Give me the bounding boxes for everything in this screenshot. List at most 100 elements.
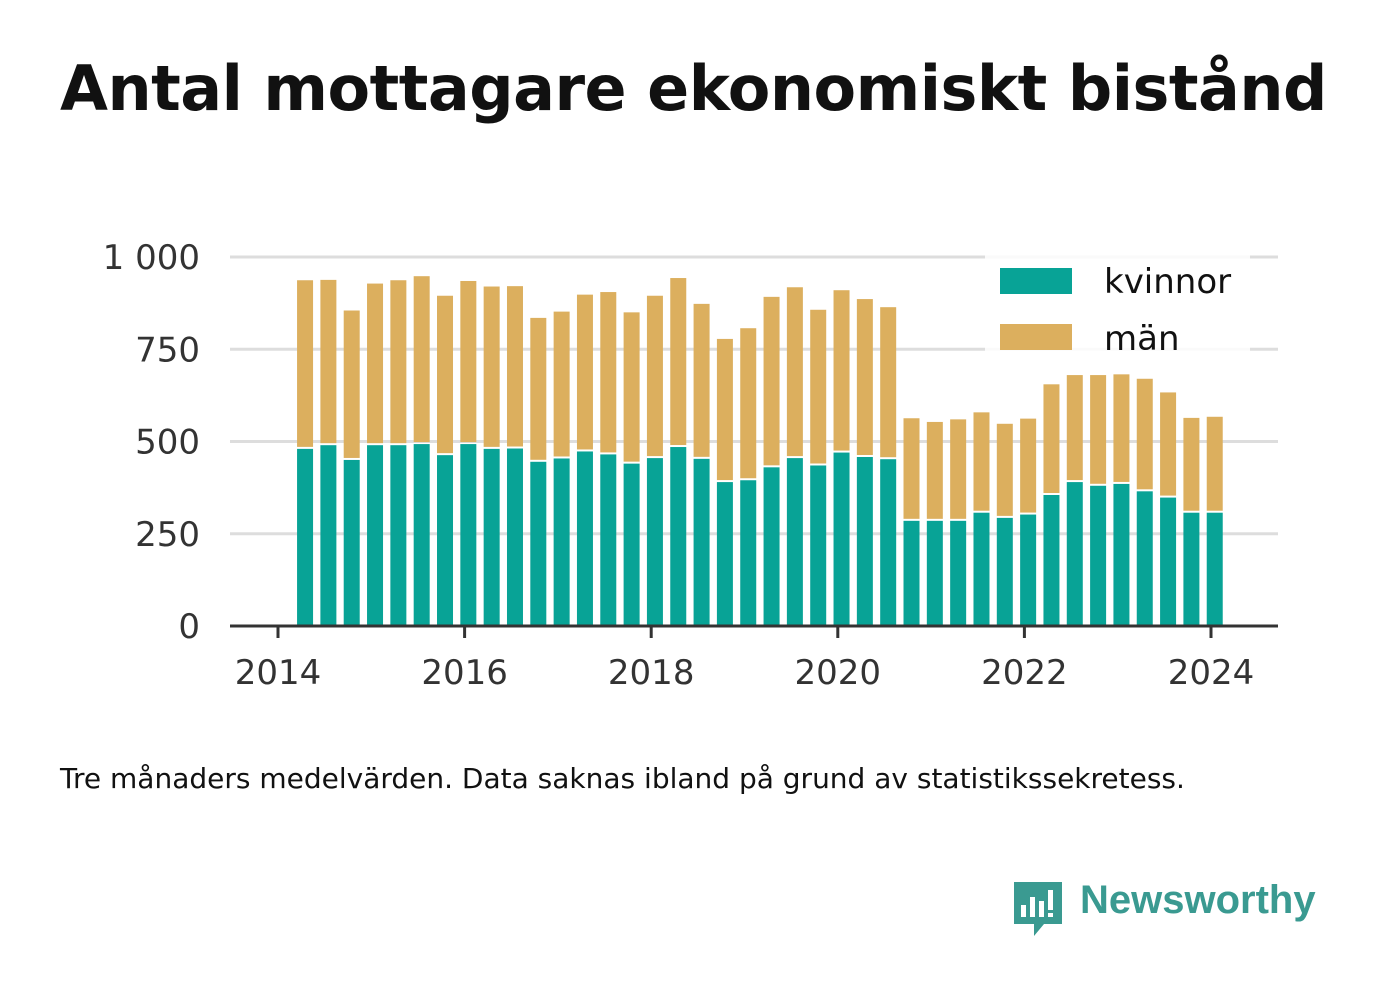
bar-kvinnor [623,463,640,626]
y-tick-label: 1 000 [103,238,200,278]
bar-kvinnor [320,445,337,626]
bar-man [483,286,500,447]
bar-man [1206,416,1223,511]
bar-man [576,294,593,450]
bar-kvinnor [1183,512,1200,626]
bar-man [1136,378,1153,490]
bar-man [437,295,454,454]
x-tick-label: 2016 [421,653,508,693]
bar-man [903,418,920,519]
x-tick-label: 2014 [235,653,322,693]
bar-man [996,423,1013,516]
bar-kvinnor [716,482,733,626]
bars [297,276,1223,626]
bar-kvinnor [996,517,1013,626]
y-tick-label: 500 [135,423,200,463]
bar-man [693,303,710,457]
bar-kvinnor [297,448,314,626]
bar-man [530,317,547,460]
bar-man [413,276,430,443]
footnote: Tre månaders medelvärden. Data saknas ib… [60,762,1185,795]
bar-man [553,311,570,457]
bar-kvinnor [1136,491,1153,626]
brand-name: Newsworthy [1080,878,1316,922]
bar-kvinnor [576,451,593,626]
y-tick-label: 0 [178,607,200,647]
bar-kvinnor [553,458,570,626]
bar-kvinnor [600,454,617,626]
bar-kvinnor [483,448,500,626]
x-tick-label: 2022 [981,653,1068,693]
bar-man [1183,417,1200,511]
newsworthy-bar-chart-icon [1014,882,1062,936]
legend-label-kvinnor: kvinnor [1104,262,1231,302]
bar-man [623,312,640,462]
newsworthy-logo: Newsworthy [1010,878,1330,942]
bar-man [506,286,523,447]
bar-kvinnor [390,445,407,626]
axes: 0 250 500 750 1 000 2014 2016 2018 2020 2022 2024 [103,238,1278,693]
bar-kvinnor [646,458,663,626]
bar-man [320,279,337,444]
bar-kvinnor [1090,485,1107,626]
bar-kvinnor [437,455,454,626]
bar-kvinnor [856,456,873,626]
bar-man [926,421,943,519]
bar-man [670,278,687,446]
bar-kvinnor [670,447,687,626]
bar-kvinnor [810,465,827,626]
y-tick-label: 750 [135,330,200,370]
bar-man [460,280,477,443]
bar-man [343,310,360,458]
bar-kvinnor [367,445,384,626]
bar-man [1066,375,1083,481]
legend: kvinnor män [985,252,1250,359]
bar-man [810,309,827,464]
page-title: Antal mottagare ekonomiskt bistånd [60,52,1327,125]
bar-kvinnor [786,458,803,626]
bar-kvinnor [833,452,850,626]
bar-man [740,328,757,479]
bar-man [856,299,873,455]
legend-swatch-man [1000,324,1072,350]
bar-man [1160,392,1177,496]
bar-man [297,280,314,447]
bar-kvinnor [740,480,757,626]
x-tick-label: 2024 [1168,653,1255,693]
bar-man [716,338,733,481]
bar-man [600,292,617,453]
x-tick-label: 2018 [608,653,695,693]
y-tick-label: 250 [135,515,200,555]
bar-kvinnor [880,459,897,626]
bar-kvinnor [973,512,990,626]
bar-kvinnor [413,444,430,626]
bar-kvinnor [1043,495,1060,626]
bar-man [1020,418,1037,513]
bar-kvinnor [530,461,547,626]
bar-kvinnor [1160,497,1177,626]
bar-kvinnor [1020,514,1037,626]
bar-man [950,419,967,519]
bar-man [833,290,850,451]
bar-kvinnor [343,459,360,626]
x-tick-label: 2020 [795,653,882,693]
bar-man [1043,384,1060,494]
bar-man [880,307,897,458]
bar-man [973,412,990,511]
bar-man [786,287,803,457]
bar-kvinnor [460,444,477,626]
bar-kvinnor [1066,482,1083,626]
bar-man [367,283,384,444]
bar-man [1113,374,1130,482]
bar-kvinnor [926,520,943,626]
bar-man [390,280,407,444]
legend-label-man: män [1104,319,1180,359]
bar-kvinnor [1113,483,1130,626]
bar-kvinnor [506,448,523,626]
bar-kvinnor [693,458,710,626]
legend-swatch-kvinnor [1000,268,1072,294]
bar-kvinnor [763,467,780,626]
bar-kvinnor [1206,512,1223,626]
bar-kvinnor [950,520,967,626]
